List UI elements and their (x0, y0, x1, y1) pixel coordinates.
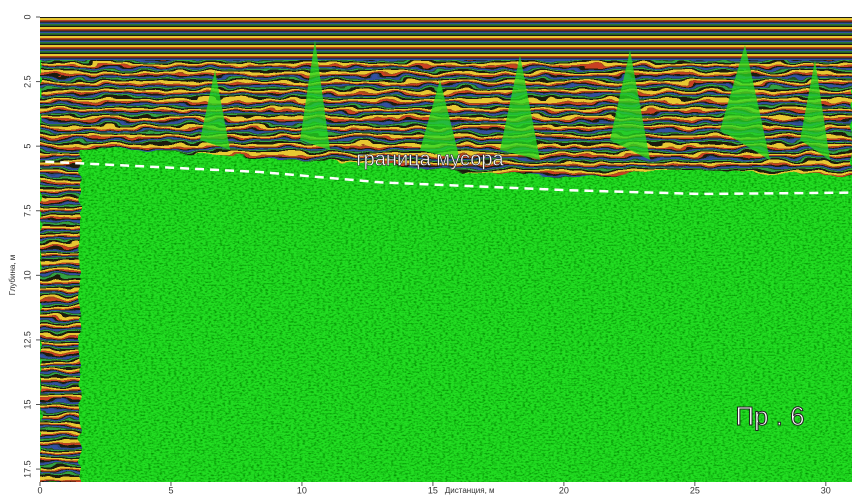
y-tick-label: 17.5 (22, 460, 32, 478)
y-tick-label: 0 (22, 14, 32, 19)
annotation: Пр . 6 (735, 401, 804, 431)
x-tick-label: 30 (821, 485, 831, 495)
y-tick-label: 7.5 (22, 204, 32, 217)
annotation: граница мусора (356, 148, 504, 170)
y-tick-label: 12.5 (22, 331, 32, 349)
x-tick-label: 25 (690, 485, 700, 495)
x-tick-label: 20 (559, 485, 569, 495)
y-tick-label: 5 (22, 144, 32, 149)
x-axis-label: Дистанция, м (445, 486, 495, 495)
radargram-image (40, 17, 852, 482)
y-tick-label: 2.5 (22, 75, 32, 88)
x-tick-label: 5 (168, 485, 173, 495)
x-tick-label: 10 (297, 485, 307, 495)
chart: 0 5 10 15 20 25 30 0 2.5 5 7.5 10 12.5 15 17.5 Дистанци… (0, 0, 858, 495)
y-tick-label: 15 (22, 399, 32, 409)
x-tick-label: 0 (37, 485, 42, 495)
x-tick-label: 15 (428, 485, 438, 495)
y-axis-label: Глубина, м (8, 255, 17, 296)
y-tick-label: 10 (22, 270, 32, 280)
